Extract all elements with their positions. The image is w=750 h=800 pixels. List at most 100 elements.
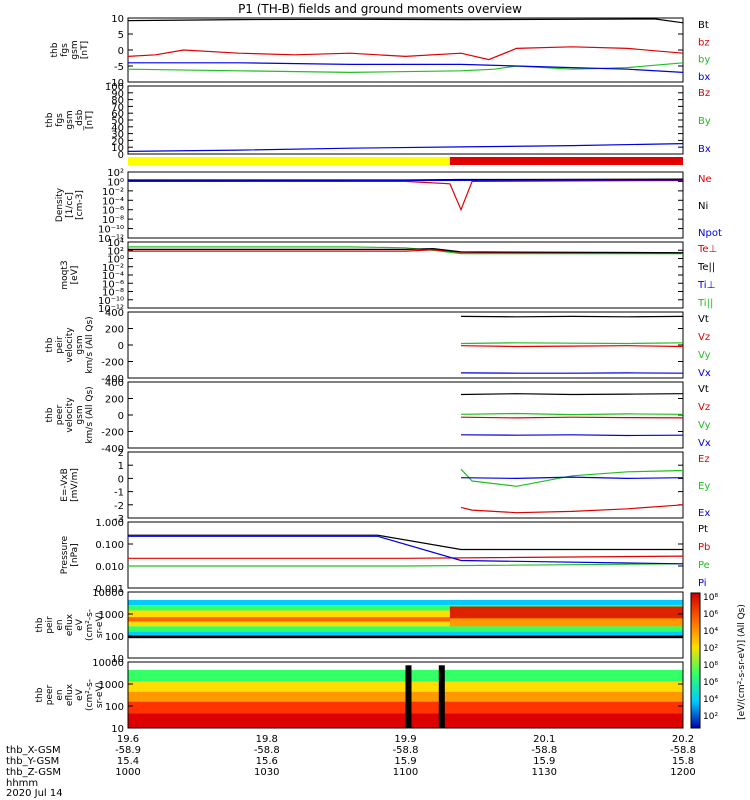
y-tick-label: 10⁻² [102, 187, 124, 198]
y-tick-label: 60 [111, 109, 124, 120]
colorbar-tick-label: 10⁸ [703, 593, 718, 603]
spectrogram-gap [438, 665, 445, 728]
x-row-value: 1000 [115, 767, 140, 778]
x-row-value: -58.8 [670, 745, 696, 756]
y-tick-label: -200 [101, 428, 124, 439]
y-tick-label: 0.100 [95, 540, 124, 551]
y-tick-label: 200 [105, 395, 124, 406]
colorbar-tick-label: 10² [703, 644, 718, 654]
colorbar-tick-label: 10² [703, 712, 718, 722]
y-axis-label: thbpeirvelocitygsmkm/s (All Qs) [45, 316, 95, 373]
y-tick-label: 100 [105, 702, 124, 713]
y-tick-label: 10 [111, 14, 124, 25]
y-tick-label: 1000 [99, 610, 124, 621]
colorbar-tick-label: 10⁸ [703, 661, 718, 671]
series-line-Te|| [128, 247, 684, 254]
y-tick-label: 0.001 [95, 584, 124, 595]
y-tick-label: 1.000 [95, 518, 124, 529]
y-tick-label: 200 [105, 325, 124, 336]
y-tick-label: 100 [105, 632, 124, 643]
legend-Pt: Pt [698, 524, 708, 535]
series-line-Vt [460, 393, 684, 396]
legend-By: By [698, 116, 711, 127]
y-tick-label: 10⁻¹⁰ [98, 225, 124, 236]
y-tick-label: 10⁻⁸ [102, 288, 124, 299]
y-tick-label: 70 [111, 102, 124, 113]
y-tick-label: -10 [108, 78, 124, 89]
x-row-value: 1100 [393, 767, 418, 778]
y-tick-label: 10⁻⁴ [102, 271, 124, 282]
status-bar-red [449, 157, 683, 165]
colorbar-tick-label: 10⁴ [703, 695, 718, 705]
y-axis-label: moqt3[eV] [60, 260, 80, 289]
legend-Te⊥: Te⊥ [697, 244, 717, 255]
x-row-label: thb_X-GSM [6, 745, 61, 756]
panel-frame [127, 591, 684, 659]
y-tick-label: 10⁻⁸ [102, 215, 124, 226]
panels-group: 1050-5-10thbfgsgsm[nT]Btbzbybx1009080706… [35, 14, 747, 735]
x-row-value: -58.8 [254, 745, 280, 756]
legend-Ti⊥: Ti⊥ [697, 280, 715, 291]
y-axis-label: Density[1/cc][cm-3] [55, 187, 85, 222]
y-tick-label: 10⁻⁶ [102, 279, 124, 290]
legend-Bt: Bt [698, 20, 709, 31]
x-row-label: thb_Y-GSM [6, 756, 59, 767]
y-tick-label: 30 [111, 130, 124, 141]
legend-Ne: Ne [698, 174, 712, 185]
legend-Vx: Vx [698, 368, 711, 379]
panel-frame [127, 311, 684, 379]
panel-1: 10 5 0 -5 -10 thbfgsgsm[nT] Bt bz by bx [50, 14, 710, 89]
y-tick-label: 10⁻⁶ [102, 206, 124, 217]
y-tick-label: 80 [111, 96, 124, 107]
spectrogram-band [449, 606, 683, 619]
x-tick-label: 20.2 [672, 734, 694, 745]
y-tick-label: 0.010 [95, 562, 124, 573]
x-row-value: 1130 [532, 767, 557, 778]
y-tick-label: 0 [118, 474, 124, 485]
series-line-Pi [128, 535, 684, 565]
status-bar-yellow [128, 157, 450, 165]
spectrogram-band [128, 617, 683, 622]
legend-by: by [698, 55, 710, 66]
y-tick-label: 400 [105, 308, 124, 319]
panel-frame [127, 85, 684, 155]
legend-Vy: Vy [698, 350, 711, 361]
spectrogram-gap [405, 665, 412, 728]
legend-Pi: Pi [698, 578, 707, 589]
legend-Pb: Pb [698, 542, 710, 553]
legend-Bx: Bx [698, 144, 711, 155]
y-tick-label: 10⁻¹⁰ [98, 296, 124, 307]
y-tick-label: 50 [111, 116, 124, 127]
y-tick-label: 10² [107, 246, 124, 257]
series-line-Pb [128, 555, 684, 559]
y-axis-label: thbpeirenefluxeV(cm²-s-sr-eV) [35, 609, 105, 641]
series-line-Bx [127, 143, 684, 152]
legend-Vt: Vt [698, 384, 709, 395]
spectrogram-band [128, 631, 683, 636]
y-tick-label: 100 [105, 82, 124, 93]
chart-title: P1 (TH-B) fields and ground moments over… [238, 2, 522, 16]
legend-Vy: Vy [698, 420, 711, 431]
y-tick-label: 10⁻¹² [98, 234, 124, 245]
y-tick-label: 10² [107, 168, 124, 179]
y-tick-label: 1000 [99, 680, 124, 691]
panel-10: 10000 1000 100 10 thbpeerenefluxeV(cm²-s-sr-… [35, 658, 684, 735]
colorbar-tick-label: 10⁶ [703, 678, 718, 688]
y-tick-label: 10⁻¹² [98, 304, 124, 315]
y-tick-label: 0 [118, 46, 124, 57]
y-tick-label: 10⁰ [107, 177, 124, 188]
legend-Vz: Vz [698, 402, 710, 413]
date-label: 2020 Jul 14 [6, 788, 63, 799]
series-line-Vy [460, 342, 684, 345]
y-tick-label: -200 [101, 358, 124, 369]
y-axis-label: thbfgsgsm[nT] [50, 40, 90, 59]
y-tick-label: 5 [118, 30, 124, 41]
y-tick-label: 40 [111, 123, 124, 134]
y-tick-label: 10⁰ [107, 255, 124, 266]
legend-Ey: Ey [698, 481, 710, 492]
y-axis-label: E=-VxB[mV/m] [60, 468, 80, 502]
legend-Te||: Te|| [697, 262, 715, 273]
series-line-Ey [460, 468, 684, 487]
colorbar: 10⁸ 10⁶ 10⁴ 10² 10⁸ 10⁶ 10⁴ 10² [eV/(cm²-s-sr-eV… [690, 592, 747, 729]
